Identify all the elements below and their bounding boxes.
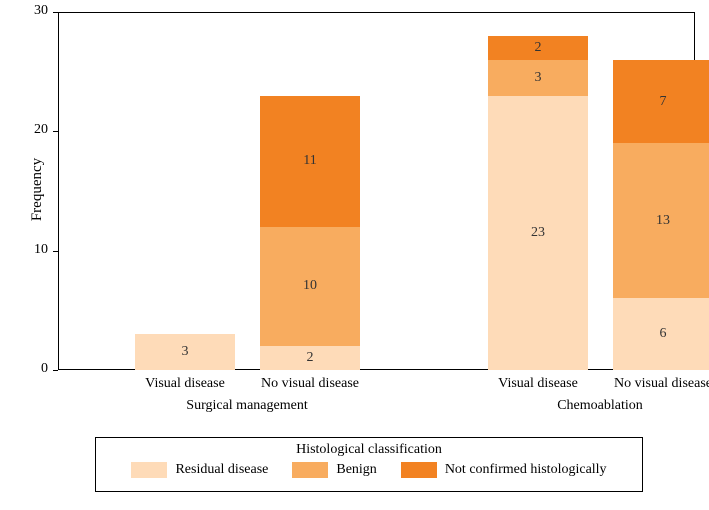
legend-item: Benign bbox=[292, 462, 376, 478]
bar-value-label: 23 bbox=[531, 225, 545, 241]
y-tick bbox=[53, 251, 58, 252]
bar-segment-benign: 10 bbox=[260, 227, 360, 346]
bar-value-label: 10 bbox=[303, 278, 317, 294]
bar-segment-not_confirmed: 11 bbox=[260, 96, 360, 227]
legend-label: Benign bbox=[336, 462, 376, 478]
bar-segment-residual: 23 bbox=[488, 96, 588, 370]
bar: 23 3 2 bbox=[488, 36, 588, 370]
bar-segment-benign: 13 bbox=[613, 143, 709, 298]
group-label: Surgical management bbox=[147, 398, 347, 414]
legend-label: Not confirmed histologically bbox=[445, 462, 607, 478]
x-tick-label: No visual disease bbox=[583, 376, 709, 392]
plot-area bbox=[58, 12, 695, 370]
bar-value-label: 3 bbox=[535, 70, 542, 86]
legend-item: Residual disease bbox=[131, 462, 268, 478]
legend-swatch bbox=[292, 462, 328, 478]
y-tick-label: 20 bbox=[0, 122, 48, 138]
legend-item: Not confirmed histologically bbox=[401, 462, 607, 478]
y-tick bbox=[53, 12, 58, 13]
legend-swatch bbox=[131, 462, 167, 478]
y-tick-label: 30 bbox=[0, 3, 48, 19]
group-label: Chemoablation bbox=[500, 398, 700, 414]
bar-value-label: 6 bbox=[660, 326, 667, 342]
bar-value-label: 7 bbox=[660, 94, 667, 110]
bar: 3 bbox=[135, 334, 235, 370]
x-tick-label: No visual disease bbox=[230, 376, 390, 392]
bar-segment-benign: 3 bbox=[488, 60, 588, 96]
y-tick bbox=[53, 131, 58, 132]
legend-title: Histological classification bbox=[96, 438, 642, 458]
bar-segment-residual: 3 bbox=[135, 334, 235, 370]
stacked-bar-chart: Frequency01020303Visual disease21011No v… bbox=[0, 0, 709, 510]
bar: 6 13 7 bbox=[613, 60, 709, 370]
bar-value-label: 13 bbox=[656, 213, 670, 229]
bar-value-label: 2 bbox=[535, 40, 542, 56]
legend-label: Residual disease bbox=[175, 462, 268, 478]
bar-segment-residual: 6 bbox=[613, 298, 709, 370]
legend: Histological classification Residual dise… bbox=[95, 437, 643, 492]
y-axis-label: Frequency bbox=[29, 158, 46, 221]
y-tick-label: 0 bbox=[0, 361, 48, 377]
bar-segment-residual: 2 bbox=[260, 346, 360, 370]
bar-segment-not_confirmed: 7 bbox=[613, 60, 709, 144]
y-tick bbox=[53, 370, 58, 371]
bar-segment-not_confirmed: 2 bbox=[488, 36, 588, 60]
bar-value-label: 3 bbox=[182, 344, 189, 360]
bar-value-label: 2 bbox=[307, 350, 314, 366]
bar: 2 10 11 bbox=[260, 96, 360, 370]
y-tick-label: 10 bbox=[0, 242, 48, 258]
bar-value-label: 11 bbox=[303, 153, 316, 169]
legend-swatch bbox=[401, 462, 437, 478]
